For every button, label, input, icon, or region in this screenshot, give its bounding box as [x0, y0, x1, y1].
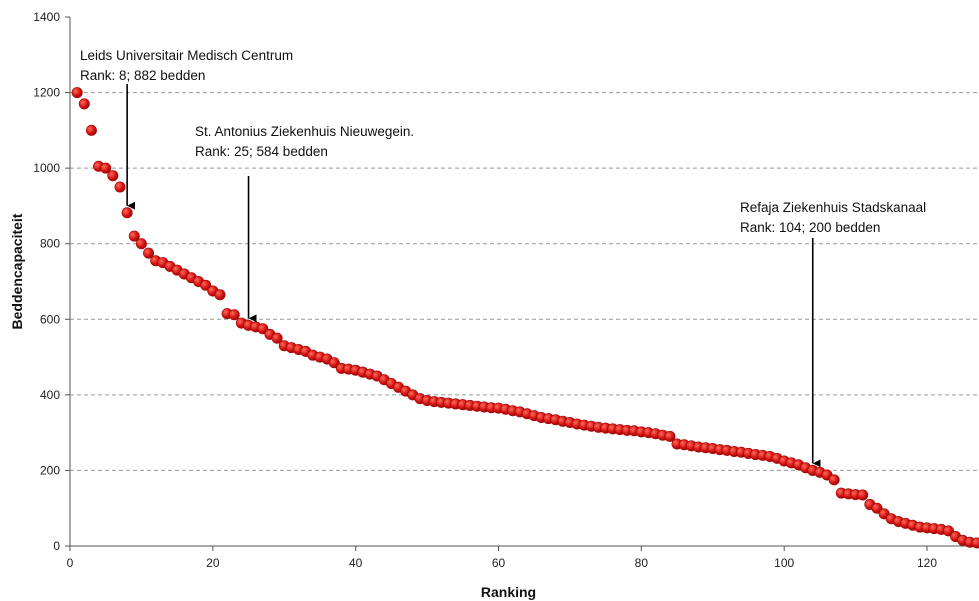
data-points	[71, 87, 979, 549]
annotation-text: Rank: 104; 200 bedden	[740, 220, 880, 235]
annotation-text: Leids Universitair Medisch Centrum	[80, 48, 293, 63]
data-point	[78, 98, 90, 110]
annotations: Leids Universitair Medisch Centrum Rank: …	[80, 48, 926, 468]
data-point	[128, 230, 140, 242]
annotation-text: Refaja Ziekenhuis Stadskanaal	[740, 200, 926, 215]
y-tick-label: 1400	[33, 10, 60, 24]
x-tick-label: 20	[206, 556, 220, 570]
annotation-text: Rank: 25; 584 bedden	[195, 144, 328, 159]
y-tick-label: 1200	[33, 86, 60, 100]
y-tick-label: 600	[40, 312, 60, 326]
annotation-text: Rank: 8; 882 bedden	[80, 68, 205, 83]
y-tick-label: 800	[40, 237, 60, 251]
data-point	[228, 309, 240, 321]
data-point	[135, 238, 147, 250]
data-point	[100, 162, 112, 174]
data-point	[107, 170, 119, 182]
data-point	[121, 207, 133, 219]
y-tick-label: 0	[53, 539, 60, 553]
annotation-text: St. Antonius Ziekenhuis Nieuwegein.	[195, 124, 414, 139]
data-point	[114, 181, 126, 193]
data-point	[71, 87, 83, 99]
annotation: Refaja Ziekenhuis Stadskanaal Rank: 104; …	[740, 200, 926, 468]
data-point	[971, 537, 979, 549]
data-point	[143, 247, 155, 259]
y-axis-label: Beddencapaciteit	[9, 213, 25, 329]
data-point	[828, 474, 840, 486]
x-tick-label: 80	[635, 556, 649, 570]
x-tick-label: 40	[349, 556, 363, 570]
data-point	[214, 289, 226, 301]
y-tick-label: 1000	[33, 161, 60, 175]
axes: 0 200 400 600 800 1000 1200 1400 0 20 40 60 80 100 120	[33, 10, 977, 570]
data-point	[271, 332, 283, 344]
x-tick-label: 100	[774, 556, 794, 570]
data-point	[857, 489, 869, 501]
annotation: Leids Universitair Medisch Centrum Rank: …	[80, 48, 293, 210]
data-point	[664, 430, 676, 442]
y-tick-label: 200	[40, 463, 60, 477]
y-tick-label: 400	[40, 388, 60, 402]
x-tick-label: 120	[917, 556, 937, 570]
x-tick-label: 60	[492, 556, 506, 570]
x-tick-label: 0	[67, 556, 74, 570]
data-point	[85, 124, 97, 136]
x-axis-label: Ranking	[481, 584, 536, 600]
annotation: St. Antonius Ziekenhuis Nieuwegein. Rank:…	[195, 124, 414, 323]
